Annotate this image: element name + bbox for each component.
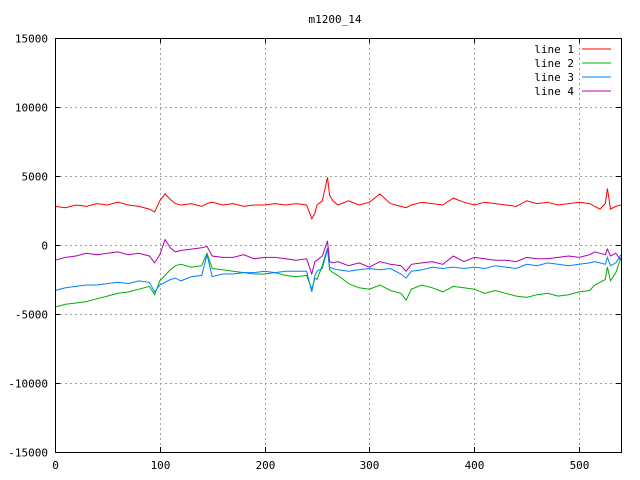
x-tick-label: 400 xyxy=(465,459,485,472)
chart-title: m1200_14 xyxy=(309,13,362,26)
grid xyxy=(55,38,621,452)
series-line-1 xyxy=(54,177,622,220)
x-tick-label: 100 xyxy=(151,459,171,472)
y-tick-label: -10000 xyxy=(8,378,48,391)
y-tick-label: 15000 xyxy=(15,33,48,46)
x-tick-label: 200 xyxy=(256,459,276,472)
legend-label-3: line 3 xyxy=(534,71,574,84)
x-tick-label: 300 xyxy=(360,459,380,472)
x-tick-label: 0 xyxy=(52,459,59,472)
legend-label-4: line 4 xyxy=(534,85,574,98)
y-tick-label: -5000 xyxy=(15,309,48,322)
y-tick-label: -15000 xyxy=(8,447,48,460)
y-tick-label: 0 xyxy=(41,240,48,253)
axis-ticks: 0 100 200 300 400 500 -15000 -10000 -5000 0 5000 10… xyxy=(8,33,621,472)
y-tick-label: 5000 xyxy=(22,171,49,184)
x-tick-label: 500 xyxy=(570,459,590,472)
series-line-4 xyxy=(54,238,622,276)
legend-label-1: line 1 xyxy=(534,43,574,56)
series-line-2 xyxy=(54,247,622,308)
y-tick-label: 10000 xyxy=(15,102,48,115)
legend-label-2: line 2 xyxy=(534,57,574,70)
series-line-3 xyxy=(54,248,622,293)
series-lines xyxy=(54,177,622,308)
